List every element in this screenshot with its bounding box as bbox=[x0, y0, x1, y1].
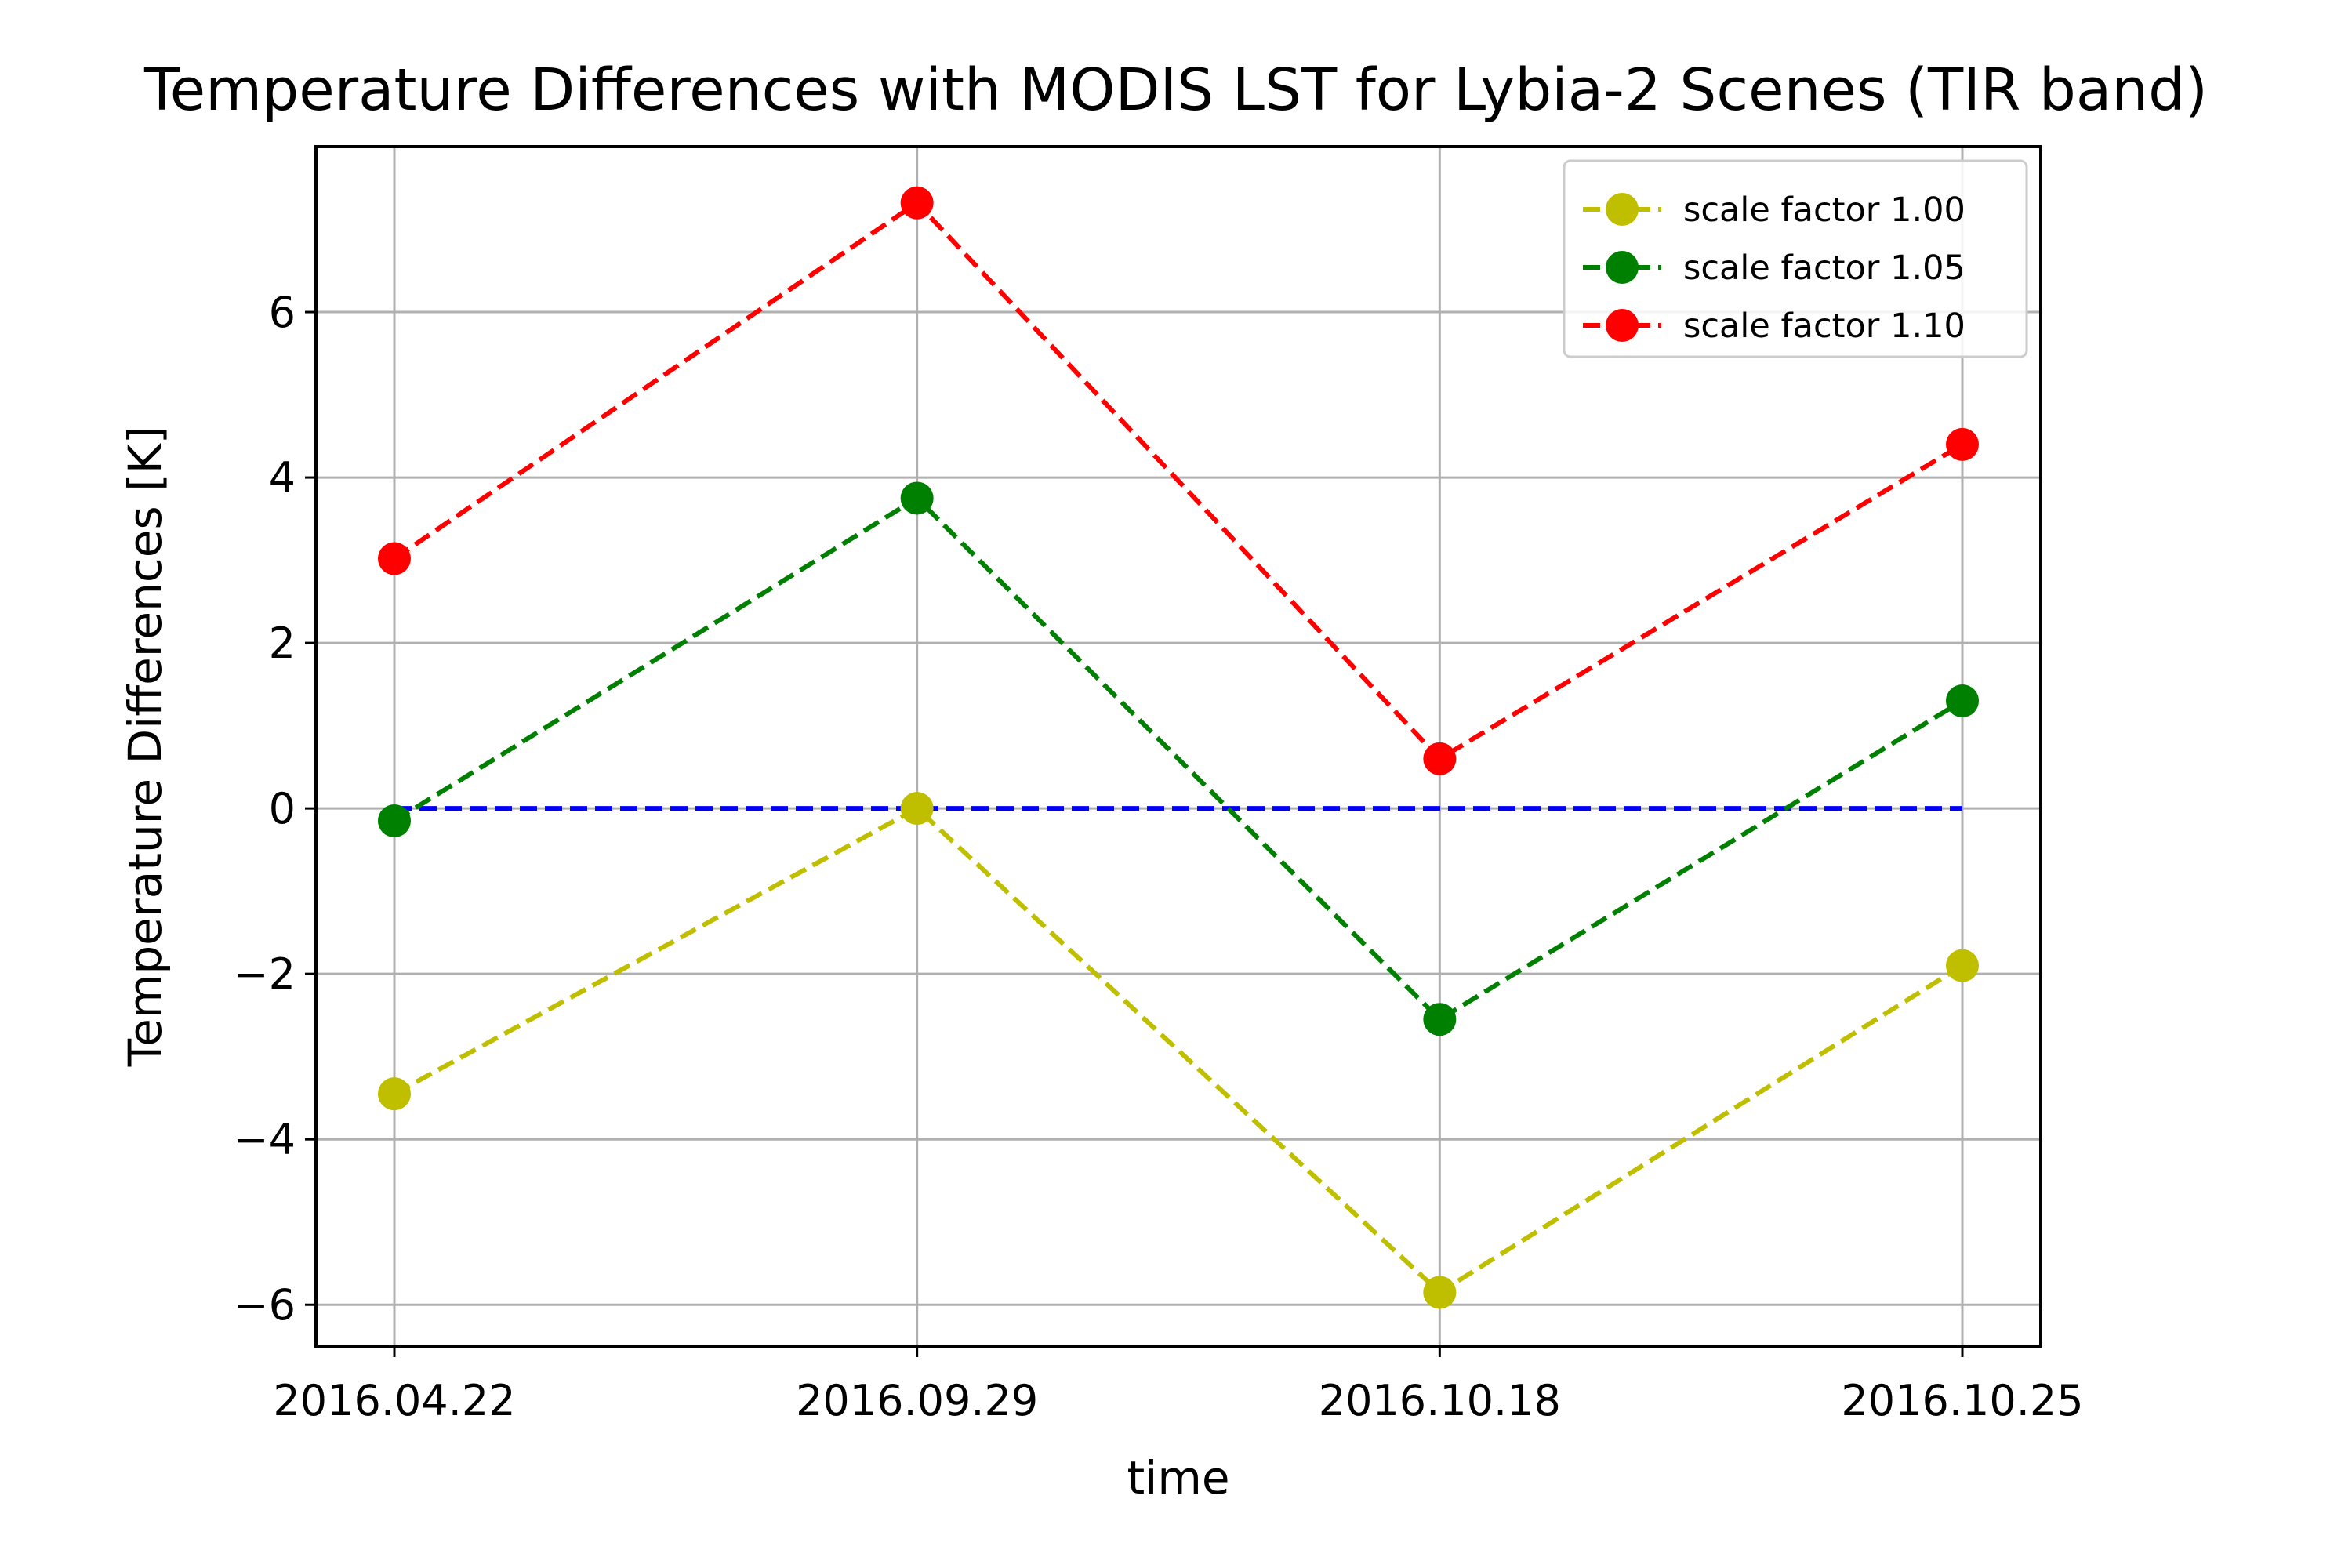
legend-swatch-marker bbox=[1606, 251, 1639, 284]
series-3-point bbox=[378, 542, 411, 575]
y-tick-label: 4 bbox=[269, 453, 296, 503]
series-2-point bbox=[378, 804, 411, 837]
y-tick-label: −4 bbox=[233, 1115, 296, 1164]
series-line-3 bbox=[393, 199, 1964, 762]
series-3-point bbox=[1423, 742, 1457, 775]
legend-label: scale factor 1.10 bbox=[1683, 307, 1965, 346]
chart-title: Temperature Differences with MODIS LST f… bbox=[143, 56, 2208, 124]
series-2-point bbox=[1946, 684, 1979, 717]
series-line-2 bbox=[393, 495, 1964, 1022]
x-tick-label: 2016.04.22 bbox=[273, 1376, 515, 1425]
series-1-point bbox=[1423, 1276, 1457, 1309]
legend-swatch-marker bbox=[1606, 309, 1639, 342]
legend-box bbox=[1563, 159, 2028, 358]
legend: scale factor 1.00 scale factor 1.05 scale … bbox=[1563, 159, 2028, 358]
x-tick-label: 2016.10.18 bbox=[1319, 1376, 1561, 1425]
legend-label: scale factor 1.00 bbox=[1683, 191, 1965, 230]
series-2-point bbox=[900, 481, 934, 515]
series-line-1 bbox=[393, 805, 1964, 1296]
series-1-point bbox=[900, 792, 934, 826]
y-tick-label: −6 bbox=[233, 1280, 296, 1330]
x-axis-label: time bbox=[1127, 1451, 1229, 1504]
series-3-point bbox=[900, 186, 934, 220]
y-tick-label: −2 bbox=[233, 949, 296, 999]
grid bbox=[316, 147, 2041, 1346]
series-3-point bbox=[1946, 427, 1979, 461]
y-axis-label: Temperature Differences [K] bbox=[118, 426, 172, 1068]
x-tick-label: 2016.10.25 bbox=[1841, 1376, 2083, 1425]
series-layer bbox=[378, 186, 1979, 1309]
plot-frame bbox=[314, 145, 2042, 1348]
x-tick-label: 2016.09.29 bbox=[796, 1376, 1038, 1425]
series-1-point bbox=[1946, 949, 1979, 982]
y-tick-label: 0 bbox=[269, 784, 296, 833]
y-tick-label: 2 bbox=[269, 619, 296, 668]
legend-label: scale factor 1.05 bbox=[1683, 249, 1965, 288]
legend-swatch-marker bbox=[1606, 193, 1639, 226]
series-1-point bbox=[378, 1077, 411, 1111]
ticks: 2016.04.22 2016.09.29 2016.10.18 2016.10.25… bbox=[233, 288, 2083, 1425]
y-tick-label: 6 bbox=[269, 288, 296, 337]
series-2-point bbox=[1423, 1003, 1457, 1036]
